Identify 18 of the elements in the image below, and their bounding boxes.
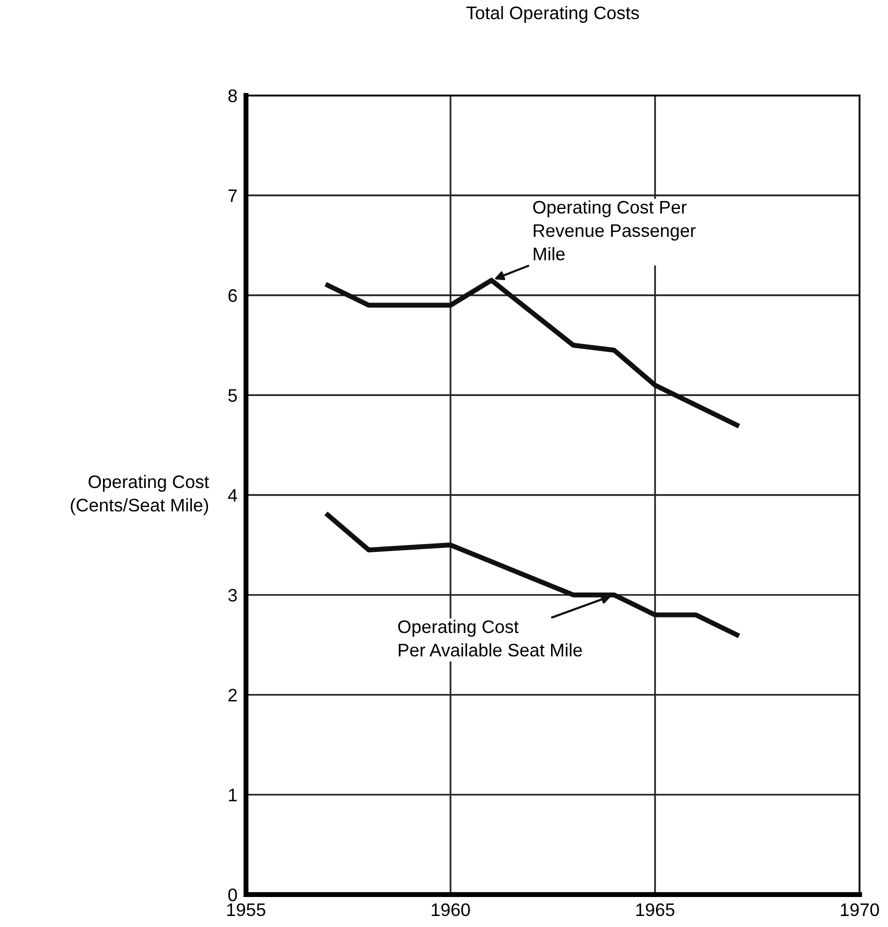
y-tick-label: 2 — [228, 688, 237, 702]
annotation: Operating Cost Per Available Seat Mile — [398, 620, 582, 657]
y-tick-label: 6 — [228, 289, 237, 302]
x-tick-label: 1955 — [227, 903, 266, 916]
y-tick-label: 8 — [228, 89, 237, 102]
x-tick-label: 1965 — [636, 903, 674, 916]
chart-title: Total Operating Costs — [466, 6, 639, 23]
y-tick-label: 4 — [228, 489, 238, 502]
x-tick-label: 1960 — [432, 903, 470, 916]
line-series — [325, 512, 740, 638]
y-tick-label: 3 — [228, 588, 237, 602]
y-tick-label: 0 — [228, 888, 237, 902]
y-tick-label: 1 — [228, 788, 237, 802]
x-tick-label: 1970 — [840, 903, 879, 916]
y-axis-title: Operating Cost (Cents/Seat Mile) — [70, 474, 210, 516]
y-tick-label: 5 — [228, 389, 237, 402]
y-tick-label: 7 — [228, 189, 237, 202]
annotation: Operating Cost Per Revenue Passenger Mile — [533, 200, 696, 260]
